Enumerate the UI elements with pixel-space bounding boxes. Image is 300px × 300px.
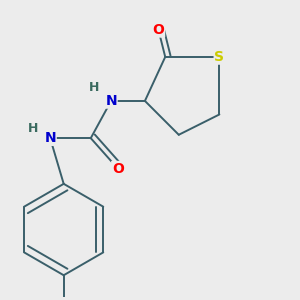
Text: S: S <box>214 50 224 64</box>
Text: H: H <box>89 81 99 94</box>
Text: H: H <box>28 122 38 134</box>
Text: O: O <box>112 162 124 176</box>
Text: N: N <box>105 94 117 108</box>
Text: O: O <box>152 23 164 37</box>
Text: N: N <box>44 131 56 145</box>
